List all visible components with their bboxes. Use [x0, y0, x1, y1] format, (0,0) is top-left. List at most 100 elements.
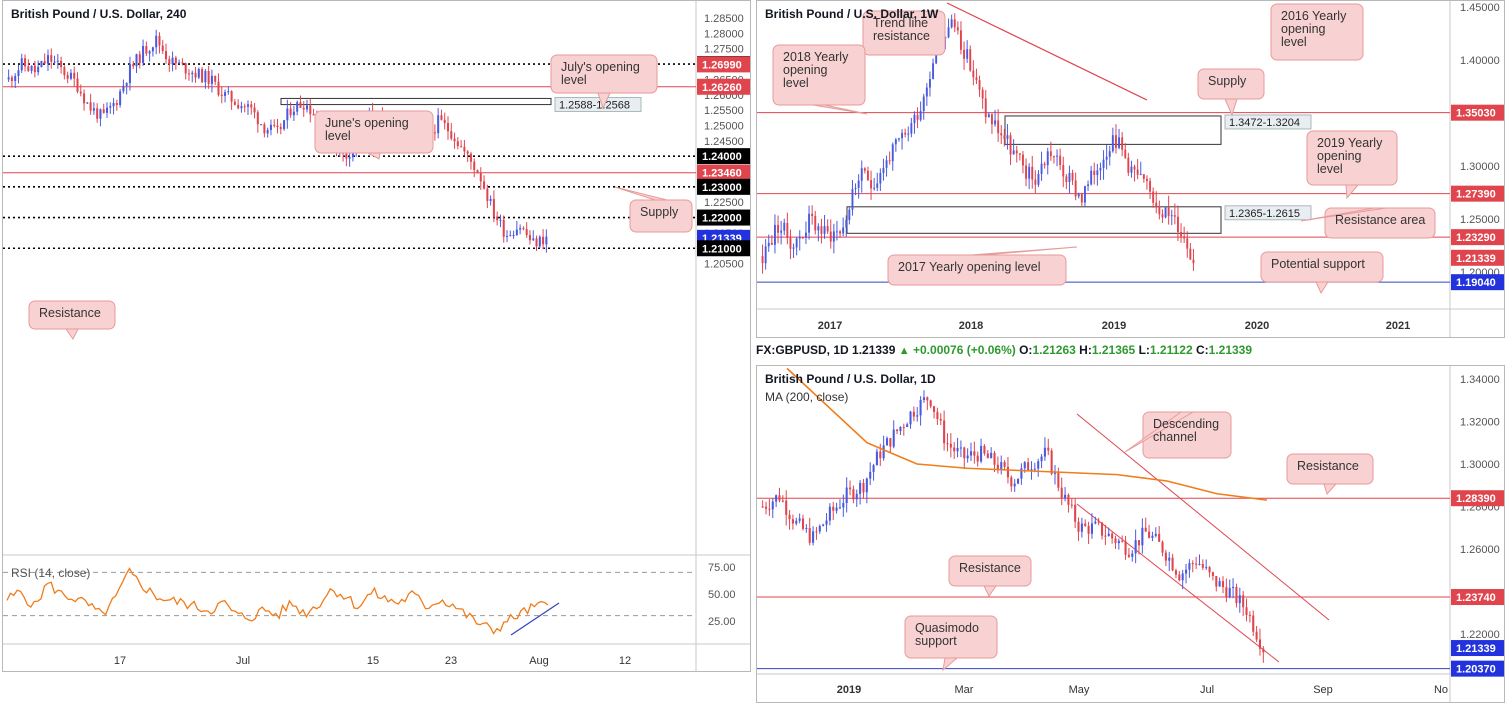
candle-body — [947, 27, 950, 38]
candle-body — [1180, 231, 1183, 237]
candle-body — [296, 102, 299, 112]
candle-body — [987, 114, 990, 118]
rsi-tick-label: 75.00 — [708, 562, 736, 574]
chart-panel-1w[interactable]: 1.45000 1.40000 1.30000 1.25000 1.20000 1.347… — [756, 0, 1505, 338]
candle-body — [263, 124, 266, 134]
candle-body — [1037, 461, 1040, 469]
y-tick-label: 1.40000 — [1460, 55, 1500, 67]
candle-body — [973, 451, 976, 456]
candle-body — [894, 139, 897, 145]
annotation-text: opening — [1317, 149, 1362, 163]
candle-body — [870, 180, 873, 189]
candle-body — [801, 237, 804, 239]
candle-body — [502, 219, 505, 237]
candle-body — [1183, 236, 1186, 239]
candle-body — [953, 19, 956, 28]
candle-body — [109, 106, 112, 108]
candle-body — [773, 224, 776, 245]
candle-body — [276, 125, 279, 127]
price-label-box — [697, 178, 750, 195]
candle-body — [804, 232, 807, 238]
candle-body — [1050, 450, 1053, 474]
candle-body — [1155, 202, 1158, 207]
annotation-text: 2018 Yearly — [783, 50, 849, 64]
candle-body — [476, 170, 479, 174]
candle-body — [1192, 259, 1195, 264]
candle-body — [1136, 169, 1139, 175]
chart-panel-240[interactable]: 1.285001.280001.275001.270001.265001.260… — [2, 0, 751, 672]
chart-panel-1d[interactable]: 1.34000 1.32000 1.30000 1.28000 1.26000 1.220… — [756, 365, 1505, 703]
annotation-pointer — [1315, 281, 1329, 295]
annotation-text: 2017 Yearly opening level — [898, 260, 1040, 274]
candle-body — [788, 514, 791, 520]
candle-body — [798, 237, 801, 239]
candle-body — [1074, 504, 1077, 522]
y-tick-label: 1.22000 — [1460, 629, 1500, 641]
candle-body — [1142, 174, 1145, 179]
candle-body — [505, 235, 509, 237]
candle-body — [912, 411, 915, 417]
candle-body — [888, 160, 891, 162]
rsi-trendline — [510, 602, 560, 636]
y-tick-label: 1.22500 — [704, 197, 744, 209]
candle-body — [1097, 521, 1100, 523]
supply-zone — [280, 97, 552, 106]
high-value: 1.21365 — [1091, 343, 1136, 357]
candle-body — [132, 64, 135, 67]
candle-body — [138, 54, 141, 63]
candle-body — [959, 30, 962, 50]
candle-body — [1127, 157, 1130, 173]
candle-body — [832, 231, 835, 242]
candle-body — [936, 411, 939, 419]
x-tick-label: May — [1069, 684, 1090, 696]
candle-body — [1047, 447, 1050, 451]
candle-body — [30, 65, 33, 71]
price-label-text: 1.19040 — [1456, 277, 1496, 289]
candle-body — [876, 183, 879, 188]
annotation-text: support — [915, 634, 957, 648]
chart-canvas-1d[interactable]: 1.340001.320001.300001.280001.260001.220… — [757, 366, 1505, 703]
candle-body — [980, 445, 983, 462]
candle-body — [528, 235, 531, 241]
candle-body — [214, 75, 217, 82]
y-tick-label: 1.25000 — [704, 120, 744, 132]
candle-body — [1121, 137, 1124, 150]
candle-body — [210, 75, 213, 84]
candle-body — [525, 229, 528, 236]
candle-body — [1164, 552, 1167, 561]
candle-body — [1000, 133, 1003, 136]
annotation-text: level — [325, 129, 351, 143]
candle-body — [1077, 193, 1080, 197]
candle-body — [542, 236, 545, 245]
candle-body — [207, 71, 210, 84]
candle-body — [1021, 154, 1024, 166]
candle-body — [151, 47, 154, 52]
candle-body — [253, 107, 256, 113]
chart-canvas-240[interactable]: 1.285001.280001.275001.270001.265001.260… — [3, 1, 751, 672]
chart-canvas-1w[interactable]: 1.450001.400001.300001.250001.200001.347… — [757, 1, 1505, 338]
candle-body — [299, 102, 302, 108]
candle-body — [984, 98, 987, 118]
candle-body — [1100, 522, 1104, 536]
candle-body — [795, 238, 798, 248]
y-tick-label: 1.28000 — [704, 28, 744, 40]
candle-body — [269, 124, 272, 131]
candle-body — [885, 438, 889, 446]
candle-body — [1080, 193, 1083, 203]
candle-body — [771, 501, 774, 510]
candle-body — [761, 506, 764, 508]
annotation-text: July's opening — [561, 60, 640, 74]
candle-body — [1130, 166, 1133, 173]
candle-body — [805, 528, 808, 530]
price-label-text: 1.24000 — [702, 151, 742, 163]
candle-body — [812, 531, 815, 543]
candle-body — [217, 81, 220, 95]
price-label-text: 1.21339 — [1456, 253, 1496, 265]
candle-body — [1145, 178, 1148, 181]
candle-body — [1037, 173, 1040, 185]
candle-body — [795, 520, 798, 524]
candle-body — [963, 49, 966, 59]
candle-body — [1228, 587, 1231, 598]
candle-body — [897, 138, 900, 140]
candle-body — [1040, 163, 1043, 174]
